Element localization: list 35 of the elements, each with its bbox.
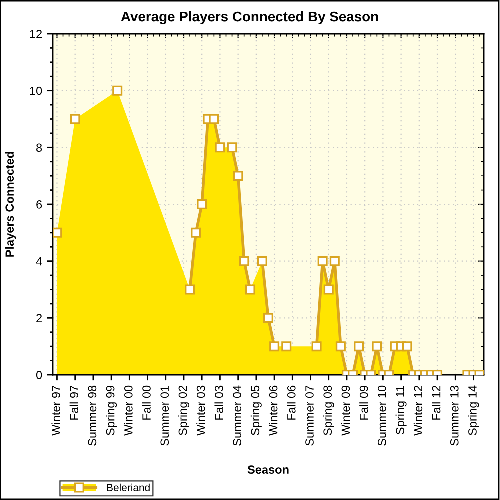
x-tick-label: Summer 04 (233, 386, 242, 446)
x-tick-label: Fall 97 (70, 386, 79, 420)
y-tick-label: 12 (30, 30, 42, 38)
x-tick-label: Summer 07 (306, 386, 314, 446)
x-tick-label: Fall 09 (360, 386, 368, 420)
x-tick-label: Summer 01 (160, 386, 170, 446)
y-tick-label: 8 (36, 144, 42, 152)
x-tick-label: Winter 03 (196, 386, 206, 436)
x-tick-label: Spring 02 (178, 386, 190, 436)
x-tick-label: Winter 00 (124, 386, 133, 436)
x-tick-label: Spring 05 (250, 386, 262, 436)
y-tick-label: 0 (36, 371, 42, 380)
x-tick-label: Fall 12 (432, 386, 441, 420)
x-tick-label: Winter 12 (414, 386, 423, 436)
x-tick-label: Spring 99 (106, 386, 118, 436)
y-tick-label: 2 (36, 314, 42, 322)
x-tick-label: Summer 10 (378, 386, 386, 446)
x-tick-label: Summer 98 (88, 386, 97, 446)
x-tick-label: Fall 00 (142, 386, 151, 420)
x-tick-label: Spring 08 (323, 386, 334, 436)
x-tick-label: Fall 03 (214, 386, 224, 420)
y-axis-title: Players Connected (5, 152, 16, 257)
x-tick-label: Fall 06 (287, 386, 296, 420)
y-tick-label: 10 (30, 86, 42, 96)
x-tick-label: Winter 97 (52, 386, 60, 436)
chart-title: Average Players Connected By Season (121, 11, 378, 25)
y-tick-label: 6 (36, 200, 42, 209)
x-tick-label: Winter 09 (341, 386, 350, 436)
x-tick-label: Spring 11 (396, 386, 407, 435)
x-tick-label: Winter 06 (269, 386, 278, 436)
legend-label: Beleriand (107, 484, 150, 492)
x-axis-title: Season (248, 466, 289, 474)
x-tick-label: Spring 14 (468, 386, 480, 436)
y-tick-label: 4 (36, 257, 42, 266)
x-tick-label: Summer 13 (450, 386, 459, 446)
